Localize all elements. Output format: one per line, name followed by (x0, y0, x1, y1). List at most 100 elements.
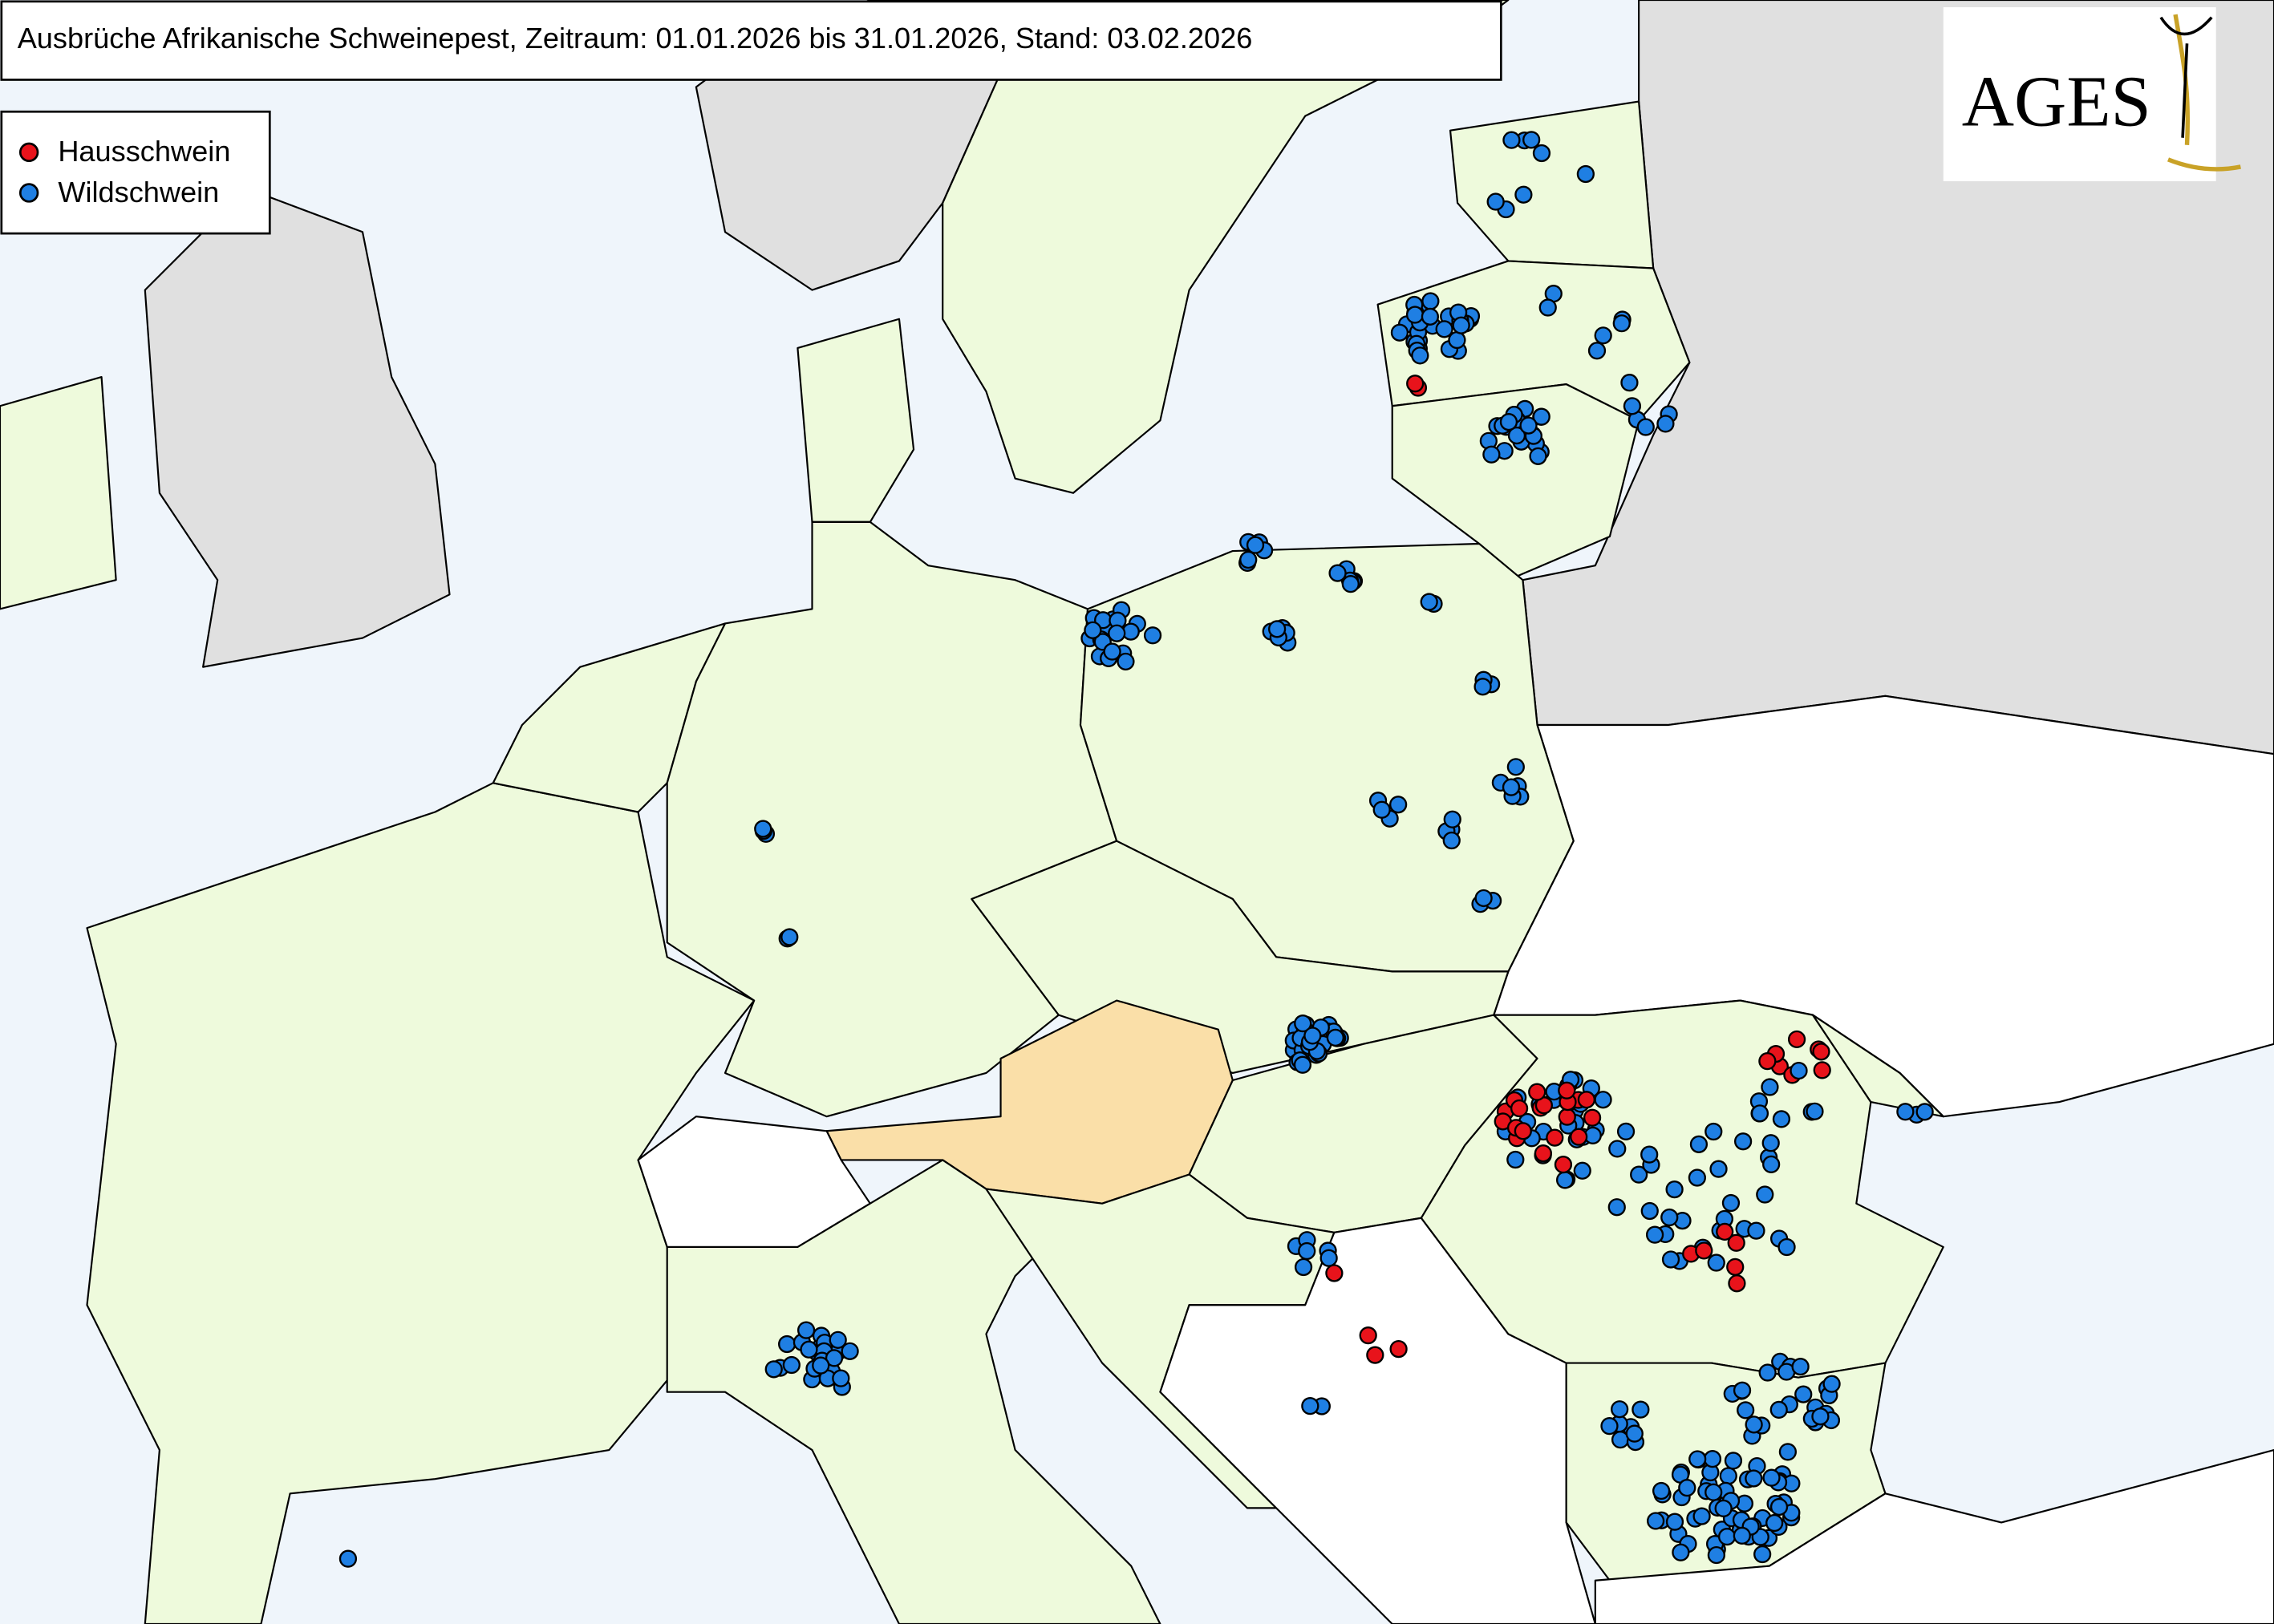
outbreak-dot (1689, 1135, 1709, 1153)
outbreak-dot (1616, 1122, 1636, 1140)
outbreak-dot (1811, 1407, 1830, 1426)
outbreak-dot (1717, 1528, 1737, 1546)
outbreak-dot (1532, 407, 1550, 426)
outbreak-dot (1790, 1061, 1808, 1080)
outbreak-dot (1733, 1381, 1752, 1399)
outbreak-dot (1298, 1241, 1316, 1261)
outbreak-dot (1612, 314, 1631, 333)
outbreak-dot (1703, 1450, 1722, 1468)
outbreak-dot (1529, 447, 1547, 465)
outbreak-dot (1558, 1108, 1576, 1126)
outbreak-dot (1758, 1363, 1777, 1382)
outbreak-dot (1573, 1161, 1591, 1180)
outbreak-dot (1727, 1233, 1745, 1252)
outbreak-dot (1813, 1061, 1831, 1079)
outbreak-dot (1656, 415, 1675, 433)
outbreak-dot (1594, 326, 1612, 345)
outbreak-dot (1577, 1091, 1595, 1109)
outbreak-dot (1765, 1513, 1784, 1533)
outbreak-dot (1660, 1208, 1679, 1227)
outbreak-dot (1510, 1099, 1529, 1118)
outbreak-dot (1791, 1357, 1810, 1376)
outbreak-dot (1630, 1165, 1648, 1184)
outbreak-dot (1761, 1134, 1780, 1152)
outbreak-dot (1724, 1452, 1743, 1470)
outbreak-dot (1420, 593, 1438, 611)
outbreak-dot (1728, 1274, 1746, 1293)
outbreak-dot (1143, 626, 1162, 645)
outbreak-dot (338, 1549, 358, 1568)
outbreak-dot (1762, 1468, 1781, 1487)
title: Ausbrüche Afrikanische Schweinepest, Zei… (18, 22, 1253, 55)
outbreak-dot (780, 928, 799, 946)
outbreak-dot (1750, 1104, 1769, 1123)
legend-label: Wildschwein (58, 176, 219, 209)
outbreak-dot (1756, 1185, 1774, 1204)
outbreak-dot (1733, 1526, 1751, 1545)
outbreak-dot (1704, 1122, 1723, 1141)
outbreak-dot (1452, 316, 1470, 334)
logo: AGES (1962, 60, 2151, 141)
outbreak-dot (1108, 624, 1126, 642)
outbreak-dot (1772, 1110, 1791, 1128)
outbreak-dot (1678, 1479, 1696, 1497)
outbreak-dot (1084, 621, 1102, 639)
country (144, 187, 451, 668)
country (1391, 383, 1640, 581)
outbreak-dot (1474, 889, 1493, 908)
legend-marker (18, 142, 39, 163)
outbreak-dot (1366, 1346, 1384, 1364)
outbreak-dot (1753, 1545, 1772, 1564)
legend-box (0, 110, 271, 235)
outbreak-dot (1576, 164, 1595, 184)
legend: Hausschwein Wildschwein (18, 135, 230, 209)
outbreak-dot (1538, 298, 1557, 317)
outbreak-dot (1435, 320, 1453, 338)
outbreak-dot (1640, 1145, 1659, 1164)
outbreak-dot (1103, 642, 1121, 661)
outbreak-dot (832, 1369, 850, 1387)
outbreak-dot (1709, 1160, 1728, 1178)
outbreak-dot (1442, 831, 1461, 850)
outbreak-dot (1665, 1180, 1684, 1199)
outbreak-dot (1268, 620, 1287, 638)
outbreak-dot (1303, 1027, 1322, 1045)
outbreak-dot (1341, 575, 1360, 593)
outbreak-dot (1522, 131, 1541, 149)
logo-box (1943, 7, 2216, 182)
outbreak-dot (1389, 1339, 1408, 1359)
outbreak-dot (1745, 1415, 1763, 1434)
outbreak-dot (1707, 1253, 1725, 1272)
outbreak-dot (1534, 1144, 1553, 1163)
outbreak-dot (1390, 323, 1409, 342)
outbreak-dot (1600, 1417, 1619, 1436)
outbreak-dot (1714, 1499, 1733, 1517)
outbreak-dot (1794, 1385, 1813, 1403)
outbreak-dot (1499, 412, 1518, 431)
outbreak-dot (1293, 1055, 1312, 1074)
outbreak-dot (1896, 1103, 1915, 1121)
outbreak-dot (1695, 1241, 1713, 1260)
outbreak-dot (1587, 342, 1607, 360)
legend-marker (18, 183, 39, 203)
outbreak-dot (1719, 1467, 1737, 1485)
outbreak-dot (1652, 1481, 1671, 1500)
outbreak-dot (1319, 1249, 1338, 1267)
outbreak-dot (1769, 1497, 1789, 1517)
outbreak-dot (1570, 1128, 1588, 1146)
outbreak-dot (1421, 307, 1440, 326)
outbreak-dot (1625, 1424, 1644, 1443)
outbreak-dot (800, 1340, 818, 1359)
outbreak-dot (764, 1360, 783, 1379)
outbreak-dot (1611, 1400, 1629, 1419)
outbreak-dot (1645, 1225, 1664, 1244)
outbreak-dot (1632, 1400, 1650, 1419)
country (797, 318, 915, 523)
outbreak-dot (1665, 1513, 1684, 1531)
outbreak-dot (1359, 1326, 1377, 1345)
outbreak-dot (1328, 564, 1347, 582)
outbreak-dot (1707, 1545, 1725, 1565)
outbreak-dot (1405, 306, 1425, 324)
outbreak-dot (1726, 1257, 1745, 1276)
